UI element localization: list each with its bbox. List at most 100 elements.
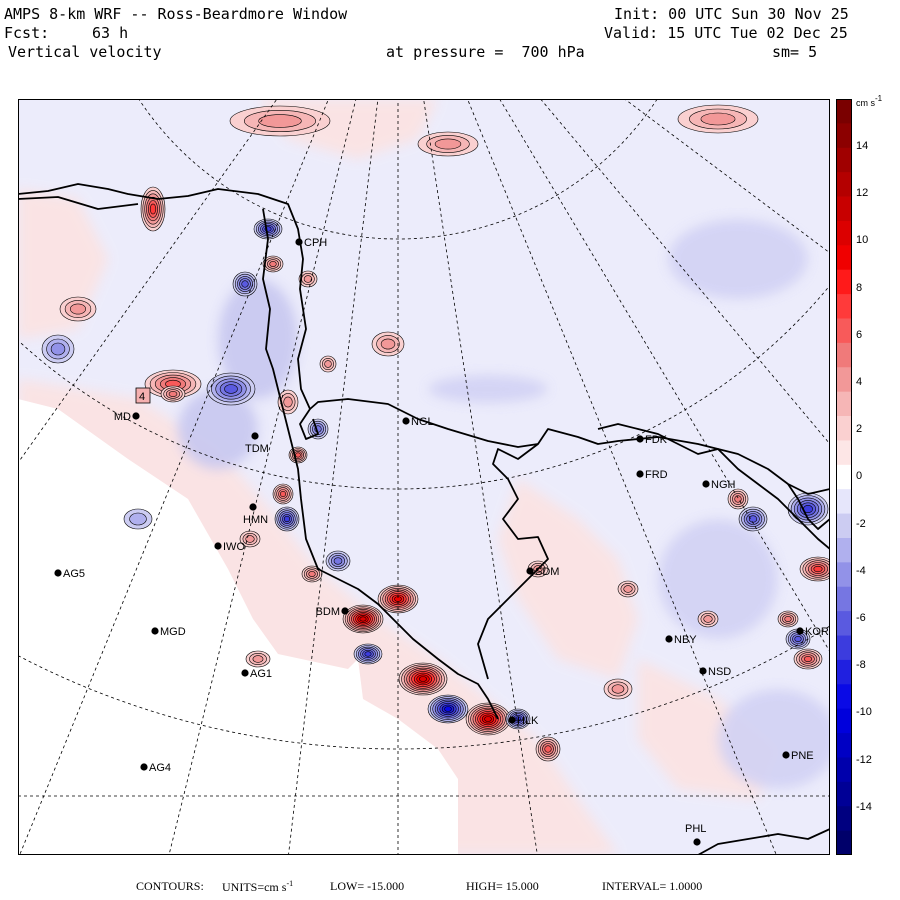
colorbar-step	[836, 757, 852, 783]
colorbar-step	[836, 537, 852, 563]
forecast-label: Fcst:	[4, 24, 50, 42]
updraft-contour	[359, 616, 367, 622]
station-label: PHL	[685, 823, 706, 835]
colorbar-step	[836, 513, 852, 539]
colorbar-step	[836, 659, 852, 685]
colorbar-tick-label: -2	[856, 517, 866, 530]
downdraft-contour	[444, 706, 452, 712]
colorbar	[836, 99, 852, 855]
pressure-level: at pressure = 700 hPa	[386, 43, 585, 61]
colorbar-step	[836, 489, 852, 514]
field-name: Vertical velocity	[8, 43, 162, 61]
station-label: MD	[114, 411, 131, 423]
station-label: FRD	[645, 469, 668, 481]
downdraft-contour	[333, 557, 343, 565]
station-dot	[693, 838, 701, 846]
colorbar-step	[836, 781, 852, 807]
updraft-contour	[295, 452, 301, 458]
station-dot	[54, 569, 62, 577]
colorbar-border	[836, 99, 852, 855]
updraft-contour	[380, 338, 396, 350]
downdraft-contour	[241, 280, 249, 288]
colorbar-tick-label: -6	[856, 612, 866, 624]
colorbar-tick-label: 0	[856, 470, 863, 483]
station-dot	[508, 716, 516, 724]
station-label: AG5	[63, 568, 85, 580]
colorbar-step	[836, 220, 852, 246]
updraft-contour	[258, 114, 302, 128]
colorbar-step	[836, 708, 852, 734]
colorbar-step	[836, 318, 852, 344]
colorbar-step	[836, 196, 852, 222]
station-dot	[665, 635, 673, 643]
station-dot	[132, 412, 140, 420]
downdraft-contour	[224, 384, 238, 394]
colorbar-step	[836, 440, 852, 466]
station-dot	[402, 417, 410, 425]
downdraft-contour	[748, 515, 758, 523]
colorbar-step	[836, 464, 852, 490]
updraft-contour	[734, 495, 742, 503]
updraft-contour	[69, 303, 86, 315]
station-label: TDM	[245, 443, 269, 455]
station-dot	[636, 435, 644, 443]
colorbar-step	[836, 147, 852, 173]
updraft-contour	[484, 716, 492, 722]
colorbar-tick-label: -14	[856, 800, 872, 813]
updraft-contour	[283, 396, 293, 408]
station-label: BDM	[316, 606, 340, 618]
updraft-contour	[252, 655, 264, 663]
colorbar-step	[836, 684, 852, 710]
colorbar-step	[836, 269, 852, 295]
units-label: UNITS=cm s-1	[222, 879, 294, 894]
colorbar-step	[836, 635, 852, 661]
station-label: NGL	[411, 416, 434, 428]
colorbar-tick-label: -12	[856, 753, 872, 766]
contour-label-box	[135, 387, 151, 404]
colorbar-step	[836, 172, 852, 197]
colorbar-step	[836, 342, 852, 368]
updraft-contour	[303, 275, 313, 283]
updraft-contour	[245, 535, 255, 543]
updraft-contour	[168, 390, 178, 397]
colorbar-step	[836, 416, 852, 441]
station-dot	[295, 238, 303, 246]
colorbar-tick-label: 8	[856, 281, 863, 294]
updraft-contour	[149, 203, 157, 215]
downdraft-contour	[794, 635, 802, 642]
station-dot	[699, 667, 707, 675]
weak-downward-regions	[178, 219, 830, 789]
init-time: Init: 00 UTC Sun 30 Nov 25	[614, 5, 849, 23]
updraft-contour	[784, 615, 792, 622]
station-label: NSD	[708, 666, 731, 678]
station-dot	[140, 763, 148, 771]
colorbar-step	[836, 294, 852, 319]
station-label: HMN	[243, 514, 268, 526]
station-dot	[526, 567, 534, 575]
colorbar-tick-label: 4	[856, 376, 863, 388]
station-label: HLK	[517, 715, 539, 727]
colorbar-tick-label: 10	[856, 234, 869, 247]
station-label: NGH	[711, 479, 736, 491]
station-dot	[702, 480, 710, 488]
colorbar-tick-label: 6	[856, 328, 863, 341]
colorbar-step	[836, 733, 852, 758]
colorbar-step	[836, 367, 852, 393]
colorbar-tick-label: -4	[856, 564, 866, 577]
coastlines	[18, 183, 830, 855]
station-markers: CPH NGL MD TDM FDK FRD NGH HMN IWO AG5 SDM BDM MGD NB…	[54, 237, 829, 846]
station-dot	[241, 669, 249, 677]
colorbar-step	[836, 562, 852, 588]
colorbar-step	[836, 99, 852, 124]
updraft-contour	[803, 655, 813, 662]
downdraft-contour	[283, 515, 291, 523]
updraft-contour	[703, 615, 713, 623]
station-dot	[251, 432, 259, 440]
station-dot	[249, 503, 257, 511]
station-label: SDM	[535, 566, 559, 578]
station-dot	[796, 627, 804, 635]
station-dot	[636, 470, 644, 478]
plot-title: AMPS 8-km WRF -- Ross-Beardmore Window	[4, 5, 348, 23]
station-label: MGD	[160, 626, 186, 638]
updraft-contour	[544, 745, 552, 753]
